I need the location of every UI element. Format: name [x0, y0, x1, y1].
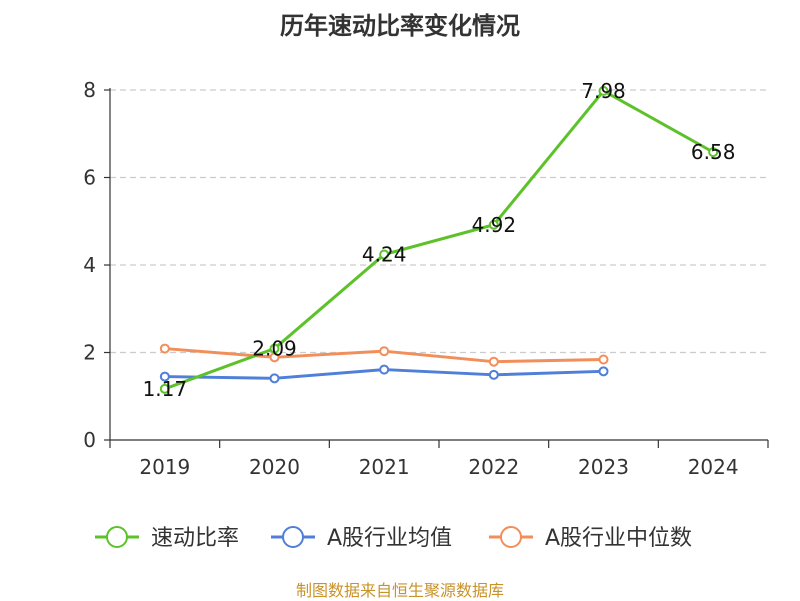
data-point: [488, 356, 499, 367]
data-point: [159, 371, 170, 382]
y-tick-label: 8: [83, 78, 96, 102]
data-point: [379, 364, 390, 375]
x-tick-label: 2023: [578, 455, 629, 479]
data-source-note: 制图数据来自恒生聚源数据库: [295, 581, 504, 600]
data-label: 4.24: [362, 243, 407, 267]
data-point: [379, 249, 390, 260]
legend-label: A股行业均值: [327, 526, 452, 551]
data-label: 7.98: [581, 79, 626, 103]
data-label: 4.92: [472, 213, 517, 237]
data-point: [159, 343, 170, 354]
data-point: [598, 366, 609, 377]
x-tick-label: 2022: [468, 455, 519, 479]
x-tick-label: 2019: [139, 455, 190, 479]
data-point: [488, 219, 499, 230]
data-point: [598, 85, 609, 96]
data-label: 6.58: [691, 140, 736, 164]
y-tick-label: 0: [83, 428, 96, 452]
series-line-0: [164, 89, 714, 391]
data-point: [708, 147, 719, 158]
data-label: 1.17: [143, 377, 188, 401]
y-tick-label: 4: [83, 253, 96, 277]
data-point: [598, 354, 609, 365]
y-tick-label: 2: [83, 341, 96, 365]
chart-title: 历年速动比率变化情况: [280, 12, 520, 40]
data-point: [269, 373, 280, 384]
data-point: [269, 343, 280, 354]
legend-swatch-marker: [106, 526, 128, 548]
legend-label: A股行业中位数: [545, 526, 692, 551]
data-point: [379, 346, 390, 357]
y-tick-label: 6: [83, 166, 96, 190]
legend-label: 速动比率: [151, 526, 239, 551]
legend-swatch-marker: [500, 526, 522, 548]
x-tick-label: 2024: [688, 455, 739, 479]
data-label: 2.09: [252, 337, 297, 361]
x-tick-label: 2021: [359, 455, 410, 479]
data-point: [159, 383, 170, 394]
data-point: [488, 369, 499, 380]
legend-swatch-marker: [282, 526, 304, 548]
x-tick-label: 2020: [249, 455, 300, 479]
